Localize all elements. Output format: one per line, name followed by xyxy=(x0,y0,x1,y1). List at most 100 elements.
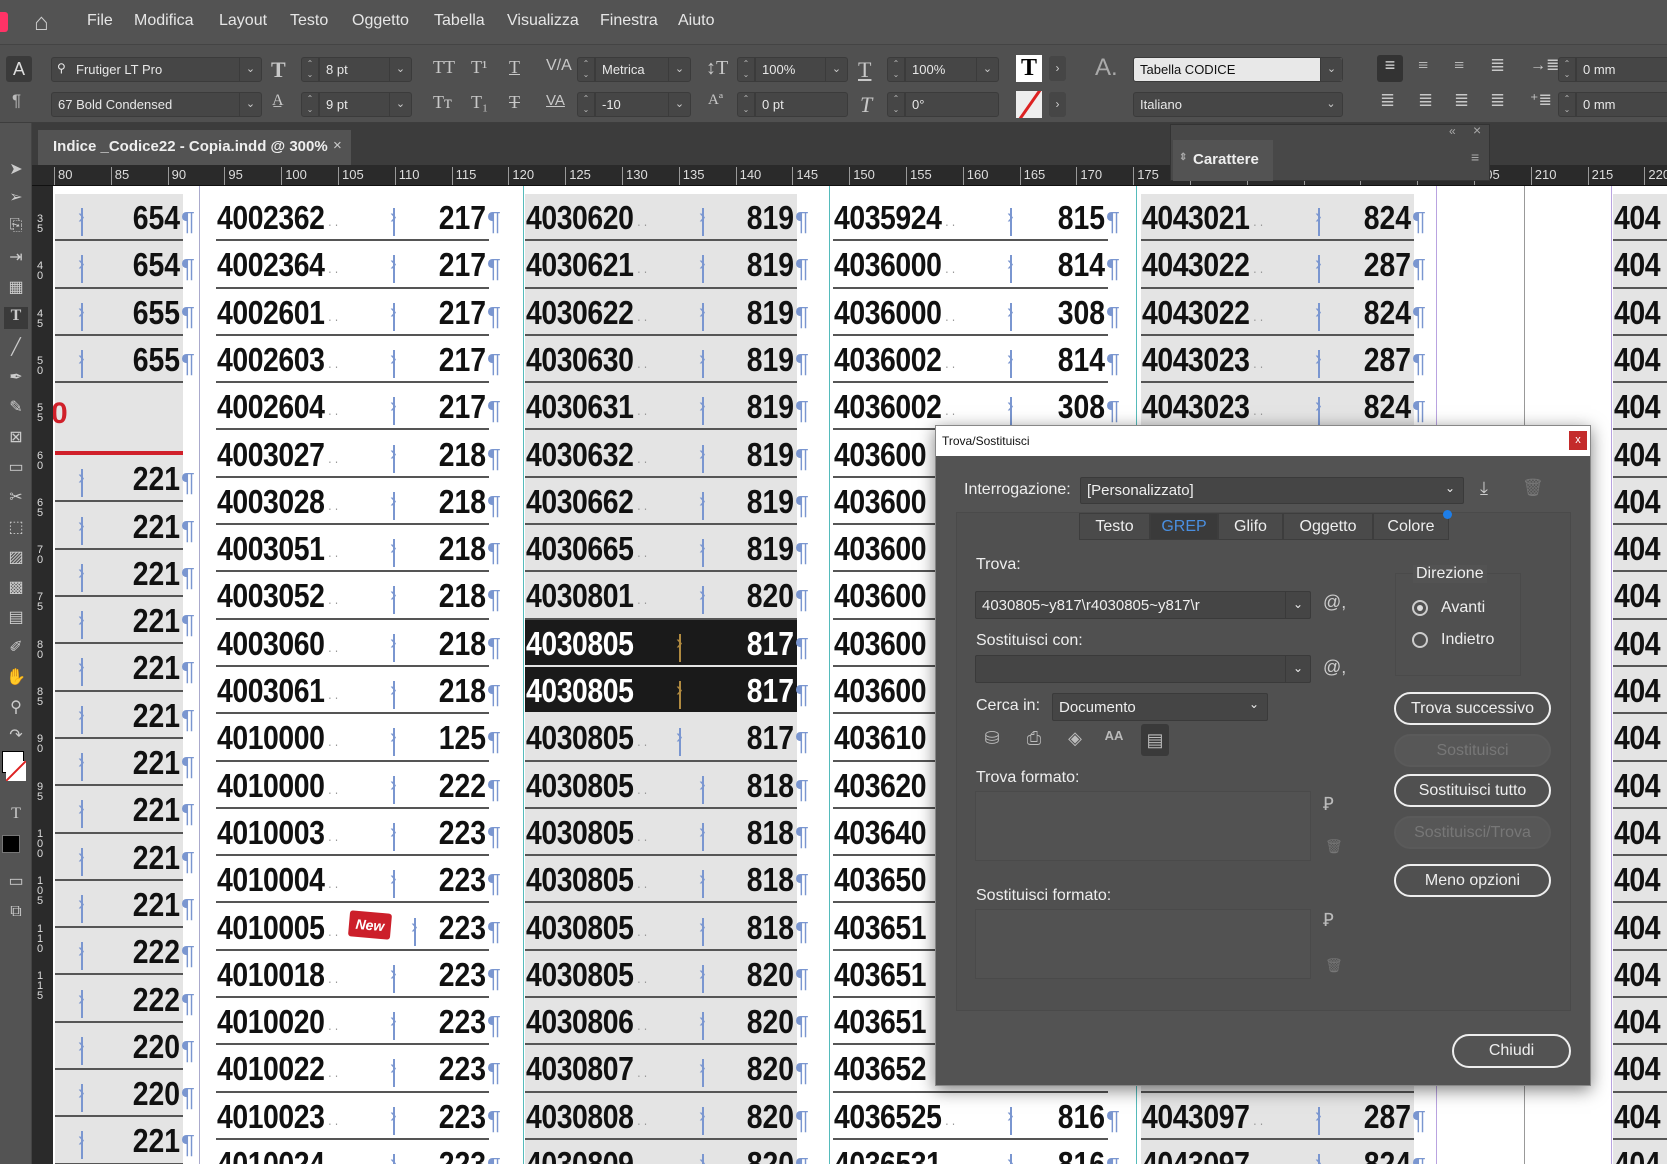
table-row[interactable]: 4030805·· 818¶ xyxy=(525,809,809,857)
fewer-options-button[interactable]: Meno opzioni xyxy=(1394,864,1551,897)
table-row[interactable]: 4030665·· 819¶ xyxy=(525,525,809,573)
tracking-field[interactable]: -10 ⌄ xyxy=(595,92,691,117)
table-row[interactable]: 4030808·· 820¶ xyxy=(525,1093,809,1140)
table-row[interactable]: 221¶ xyxy=(55,455,195,503)
delete-query-icon[interactable]: 🗑 xyxy=(1522,478,1544,497)
table-row[interactable]: 221¶ xyxy=(55,550,195,598)
home-icon[interactable]: ⌂ xyxy=(34,9,49,36)
formatting-affects-text-icon[interactable]: T xyxy=(11,805,21,822)
vertical-scale-stepper[interactable]: ⌃ ⌄ xyxy=(737,57,755,82)
tab-colore[interactable]: Colore xyxy=(1373,513,1449,540)
table-row[interactable]: 4035924·· 815¶ xyxy=(833,194,1120,242)
horizontal-scale-stepper[interactable]: ⌃ ⌄ xyxy=(887,57,905,82)
character-mode-icon[interactable]: A xyxy=(6,56,32,82)
specify-replace-format-icon[interactable]: Ꝑ xyxy=(1323,910,1334,930)
table-row[interactable]: 4010000·· 125¶ xyxy=(216,714,501,762)
table-row[interactable]: 654¶ xyxy=(55,194,195,242)
table-row[interactable]: 4010000·· 222¶ xyxy=(216,762,501,809)
table-row[interactable]: 4043097·· 287¶ xyxy=(1141,1093,1426,1140)
table-row[interactable]: 404 xyxy=(1613,1093,1667,1140)
search-in-dropdown[interactable]: Documento ⌄ xyxy=(1052,693,1268,721)
menu-tabella[interactable]: Tabella xyxy=(434,12,485,29)
table-row[interactable]: 4002604·· 217¶ xyxy=(216,383,501,431)
table-row[interactable]: 404 xyxy=(1613,1140,1667,1164)
menu-visualizza[interactable]: Visualizza xyxy=(507,12,579,29)
page-tool-icon[interactable]: ⎘ xyxy=(9,217,23,234)
table-row[interactable]: 220¶ xyxy=(55,1070,195,1118)
table-row[interactable]: 4036000·· 814¶ xyxy=(833,241,1120,289)
selection-tool-icon[interactable]: ➤ xyxy=(9,161,23,178)
table-row[interactable]: 4003027·· 218¶ xyxy=(216,431,501,478)
table-row[interactable]: 4043097·· 824¶ xyxy=(1141,1140,1426,1164)
direct-selection-tool-icon[interactable]: ➢ xyxy=(9,189,23,206)
table-row[interactable]: 4003052·· 218¶ xyxy=(216,572,501,620)
table-row[interactable]: 4010003·· 223¶ xyxy=(216,809,501,857)
table-row[interactable]: 4010005··New 223¶ xyxy=(216,904,501,951)
table-row[interactable]: 4010023·· 223¶ xyxy=(216,1093,501,1140)
eyedropper-tool-icon[interactable]: ✐ xyxy=(9,639,23,656)
find-format-box[interactable] xyxy=(975,791,1311,861)
font-family-field[interactable]: ⚲ Frutiger LT Pro ⌄ xyxy=(51,57,262,82)
include-locked-layers-icon[interactable]: ⛁ xyxy=(984,728,1000,748)
chevron-down-icon[interactable]: ⌄ xyxy=(668,58,690,81)
apply-color-icon[interactable] xyxy=(2,835,20,853)
table-row[interactable]: 404 xyxy=(1613,667,1667,715)
direction-forward-radio[interactable] xyxy=(1412,600,1428,616)
table-row[interactable]: 0 xyxy=(53,383,183,456)
all-caps-icon[interactable]: TT xyxy=(433,57,455,77)
table-row[interactable]: 404 xyxy=(1613,620,1667,667)
text-fill-icon[interactable]: T xyxy=(1016,55,1042,82)
table-row[interactable]: 403651 xyxy=(833,951,1108,999)
screen-mode-icon[interactable]: ⧉ xyxy=(10,903,22,920)
vertical-scale-field[interactable]: 100% ⌄ xyxy=(755,57,848,82)
small-caps-icon[interactable]: Tт xyxy=(433,92,452,112)
tab-grep[interactable]: GREP xyxy=(1150,513,1218,540)
stroke-swatch-icon[interactable] xyxy=(6,761,26,781)
chevron-down-icon[interactable]: ⌄ xyxy=(239,93,261,116)
replace-all-button[interactable]: Sostituisci tutto xyxy=(1394,774,1551,807)
table-row[interactable]: 220¶ xyxy=(55,1023,195,1071)
language-field[interactable]: Italiano ⌄ xyxy=(1133,92,1343,117)
chevron-down-icon[interactable]: ⌄ xyxy=(825,58,847,81)
gradient-feather-tool-icon[interactable]: ▩ xyxy=(8,579,24,596)
collapse-panel-icon[interactable]: « xyxy=(1449,124,1456,138)
close-tab-icon[interactable]: × xyxy=(333,137,342,154)
table-row[interactable]: 4030632·· 819¶ xyxy=(525,431,809,478)
chevron-down-icon[interactable]: ⌄ xyxy=(1320,58,1342,81)
table-row[interactable]: 404 xyxy=(1613,1045,1667,1093)
table-row[interactable]: 404 xyxy=(1613,478,1667,526)
pen-tool-icon[interactable]: ✒ xyxy=(9,369,23,386)
align-right-icon[interactable]: ≡ xyxy=(1454,55,1465,75)
left-indent-field[interactable]: 0 mm xyxy=(1576,57,1667,82)
chevron-down-icon[interactable]: ⌄ xyxy=(1285,656,1310,682)
scissors-tool-icon[interactable]: ✂ xyxy=(9,489,23,506)
table-row[interactable]: 404 xyxy=(1613,572,1667,620)
table-row[interactable]: 4030622·· 819¶ xyxy=(525,289,809,336)
table-row[interactable]: 404 xyxy=(1613,431,1667,478)
table-row[interactable]: 4043022·· 287¶ xyxy=(1141,241,1426,289)
table-row[interactable]: 404 xyxy=(1613,809,1667,857)
space-before-stepper[interactable]: ⌃ ⌄ xyxy=(1558,92,1576,117)
table-row[interactable]: 4030620·· 819¶ xyxy=(525,194,809,242)
swap-colors-icon[interactable]: ↷ xyxy=(9,727,23,744)
table-row[interactable]: 404 xyxy=(1613,241,1667,289)
dialog-close-button[interactable]: x xyxy=(1569,431,1587,450)
clear-replace-format-icon[interactable]: 🗑 xyxy=(1325,957,1343,973)
leading-stepper[interactable]: ⌃ ⌄ xyxy=(301,92,319,117)
include-hidden-layers-icon[interactable]: ◈ xyxy=(1068,728,1082,748)
justify-all-icon[interactable]: ≣ xyxy=(1490,90,1506,110)
menu-modifica[interactable]: Modifica xyxy=(134,12,194,29)
baseline-shift-field[interactable]: 0 pt xyxy=(755,92,848,117)
replace-format-box[interactable] xyxy=(975,909,1311,979)
table-row[interactable]: 404 xyxy=(1613,904,1667,951)
table-row[interactable]: 403652 xyxy=(833,1045,1108,1093)
skew-stepper[interactable]: ⌃ ⌄ xyxy=(887,92,905,117)
table-row[interactable]: 4002603·· 217¶ xyxy=(216,336,501,384)
justify-right-icon[interactable]: ≣ xyxy=(1454,90,1470,110)
stroke-flyout-button[interactable]: › xyxy=(1049,92,1066,117)
table-row[interactable]: 655¶ xyxy=(55,289,195,336)
chevron-down-icon[interactable]: ⌄ xyxy=(389,93,411,116)
chevron-down-icon[interactable]: ⌄ xyxy=(1326,98,1336,110)
replace-input[interactable]: ⌄ xyxy=(975,655,1311,683)
table-row[interactable]: 4030621·· 819¶ xyxy=(525,241,809,289)
